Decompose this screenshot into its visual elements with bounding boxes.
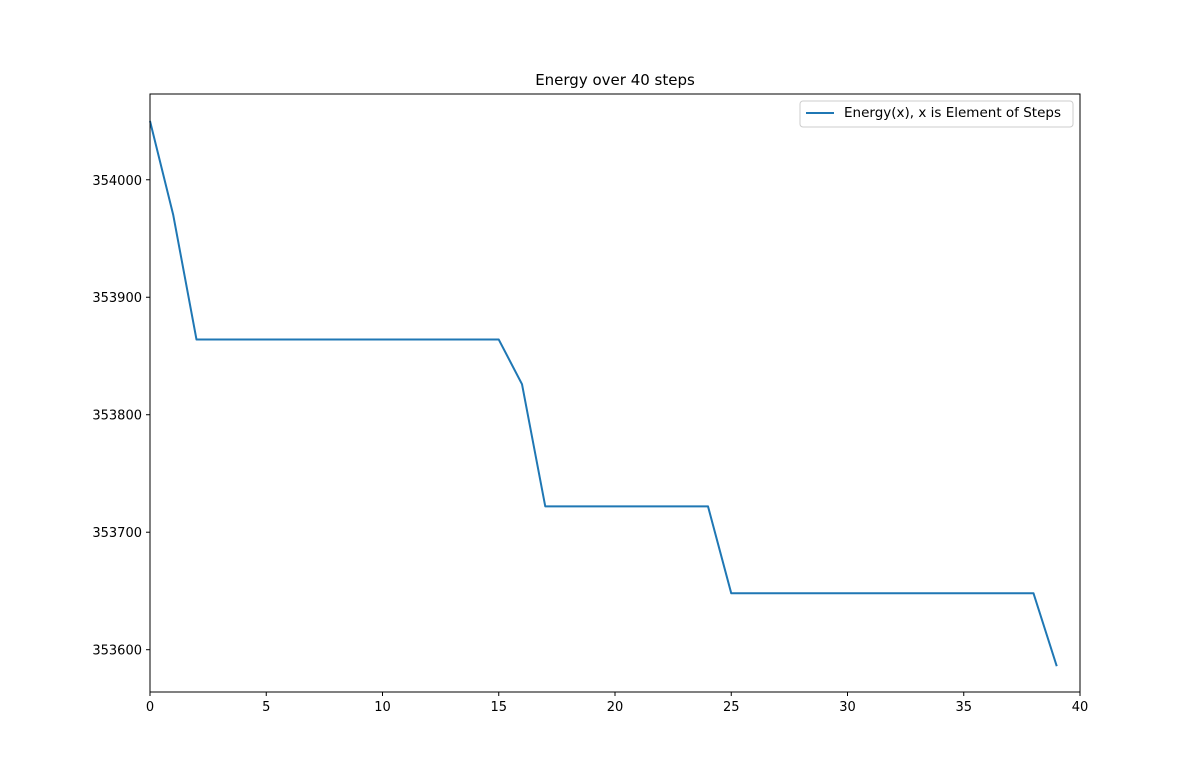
y-tick-label: 353800: [92, 409, 142, 424]
data-point: [335, 339, 337, 341]
data-point: [800, 592, 802, 594]
data-point: [754, 592, 756, 594]
data-point: [823, 592, 825, 594]
data-point: [684, 505, 686, 507]
data-point: [568, 505, 570, 507]
x-tick-label: 40: [1072, 700, 1089, 715]
data-point: [637, 505, 639, 507]
legend: Energy(x), x is Element of Steps: [799, 100, 1074, 128]
data-point: [358, 339, 360, 341]
data-point: [847, 592, 849, 594]
data-point: [451, 339, 453, 341]
data-point: [730, 592, 732, 594]
legend-label: Energy(x), x is Element of Steps: [844, 105, 1061, 121]
data-point: [777, 592, 779, 594]
chart-title: Energy over 40 steps: [535, 71, 695, 89]
y-tick-label: 353900: [92, 291, 142, 306]
data-point: [1056, 665, 1058, 667]
data-point: [405, 339, 407, 341]
data-point: [707, 505, 709, 507]
data-point: [265, 339, 267, 341]
data-point: [196, 339, 198, 341]
data-point: [289, 339, 291, 341]
data-point: [498, 339, 500, 341]
data-point: [963, 592, 965, 594]
series-line: [149, 120, 1058, 667]
data-point: [916, 592, 918, 594]
y-tick-label: 353600: [92, 644, 142, 659]
data-point: [242, 339, 244, 341]
data-point: [382, 339, 384, 341]
x-tick-label: 5: [262, 700, 270, 715]
series-layer: [149, 120, 1058, 667]
data-point: [940, 592, 942, 594]
x-tick-label: 20: [607, 700, 624, 715]
x-tick-label: 30: [839, 700, 856, 715]
x-tick-label: 0: [146, 700, 154, 715]
data-point: [475, 339, 477, 341]
axis-ticks: 0 5 10 15 20 25 30 35 40 353600 353700 353800 353900…: [92, 174, 1088, 715]
data-point: [986, 592, 988, 594]
data-point: [521, 383, 523, 385]
data-point: [312, 339, 314, 341]
data-point: [544, 505, 546, 507]
plot-frame: [149, 93, 1081, 693]
y-tick-label: 354000: [92, 174, 142, 189]
x-tick-label: 15: [490, 700, 507, 715]
data-point: [1009, 592, 1011, 594]
data-point: [614, 505, 616, 507]
data-point: [1033, 592, 1035, 594]
legend-box: [799, 100, 1074, 128]
data-point: [893, 592, 895, 594]
data-point: [661, 505, 663, 507]
x-tick-label: 25: [723, 700, 740, 715]
data-point: [172, 214, 174, 216]
x-tick-label: 35: [955, 700, 972, 715]
x-tick-label: 10: [374, 700, 391, 715]
data-point: [428, 339, 430, 341]
data-point: [219, 339, 221, 341]
data-point: [870, 592, 872, 594]
y-tick-label: 353700: [92, 526, 142, 541]
data-point: [591, 505, 593, 507]
